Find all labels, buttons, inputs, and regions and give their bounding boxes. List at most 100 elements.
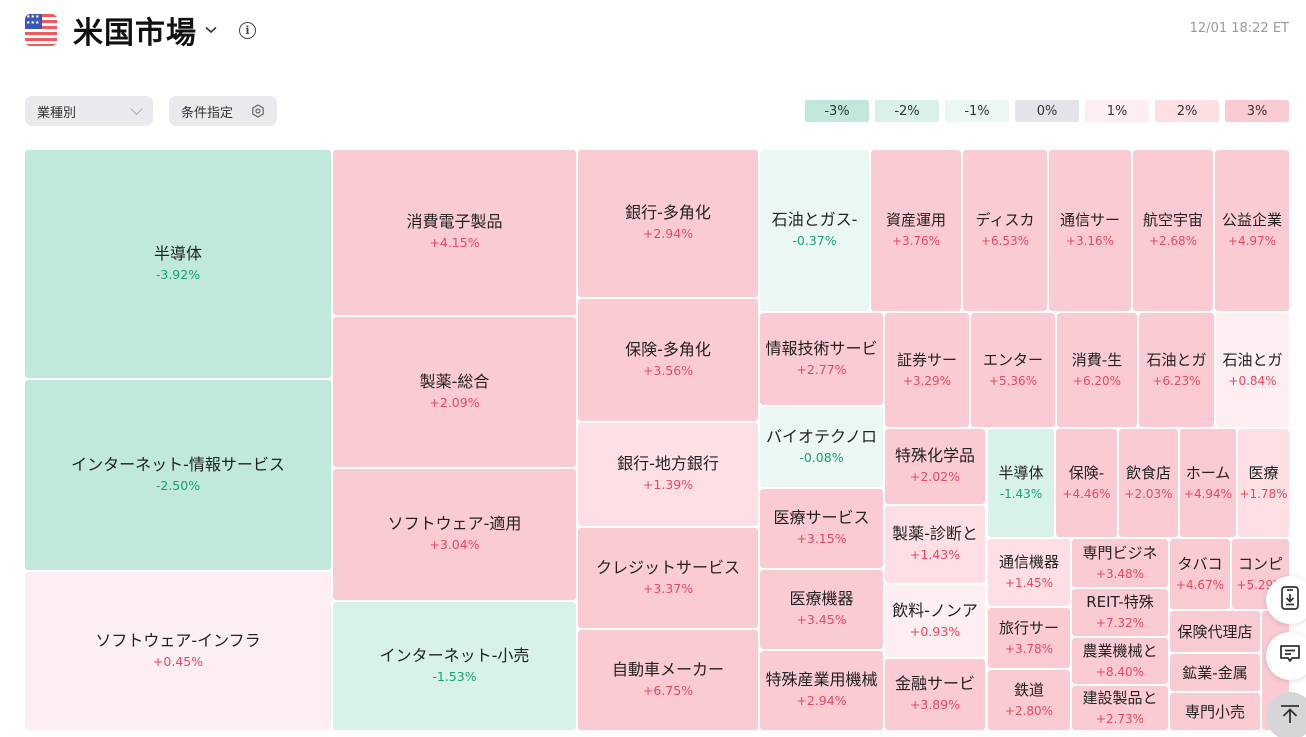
sector-change: +1.45% [1004,576,1054,590]
sector-change: +1.43% [909,547,961,562]
sector-change: +0.93% [909,623,961,639]
sector-name: 鉱業-金属 [1182,663,1248,682]
treemap-cell[interactable]: 医療 +1.78% [1238,429,1289,537]
sector-name: 消費-生 [1071,350,1123,369]
treemap-cell[interactable]: 製薬-診断と +1.43% [885,506,985,583]
treemap-cell[interactable]: 鉱業-金属 [1170,654,1260,691]
sector-change: +2.94% [642,226,694,241]
treemap-cell[interactable]: エンター +5.36% [971,313,1055,427]
treemap-cell[interactable]: タバコ +4.67% [1170,539,1230,609]
treemap-cell[interactable]: 農業機械と +8.40% [1072,638,1168,684]
sector-change: +2.09% [429,394,480,410]
sector-name: インターネット-情報サービス [71,454,285,474]
market-header: 米国市場 i [25,10,256,51]
treemap-cell[interactable]: 石油とガス- -0.37% [760,150,869,311]
treemap-cell[interactable]: 通信サー +3.16% [1049,150,1131,311]
treemap-cell[interactable]: 銀行-多角化 +2.94% [578,150,758,297]
treemap-cell[interactable]: ホーム +4.94% [1180,429,1236,537]
treemap-cell[interactable]: 専門ビジネ +3.48% [1072,539,1168,587]
sector-change: +2.73% [1095,711,1145,726]
treemap-cell[interactable]: 飲料-ノンア +0.93% [885,585,985,657]
group-by-label: 業種別 [37,105,77,121]
treemap-cell[interactable]: 医療機器 +3.45% [760,570,883,649]
feedback-button[interactable] [1266,632,1306,680]
sector-name: 消費電子製品 [406,212,503,231]
sector-change: +3.45% [796,612,847,627]
download-app-button[interactable] [1266,576,1306,624]
treemap-cell[interactable]: ソフトウェア-適用 +3.04% [333,469,576,600]
treemap-cell[interactable]: 特殊化学品 +2.02% [885,429,985,504]
sector-change: +2.03% [1124,486,1173,501]
sector-name: 銀行-地方銀行 [617,454,719,473]
treemap-cell[interactable]: 建設製品と +2.73% [1072,686,1168,730]
treemap-cell[interactable]: 証券サー +3.29% [885,313,969,427]
condition-filter-button[interactable]: 条件指定 [169,96,277,126]
sector-name: 資産運用 [885,211,946,229]
treemap-cell[interactable]: 医療サービス +3.15% [760,489,883,568]
treemap-cell[interactable]: 消費電子製品 +4.15% [333,150,576,315]
treemap-cell[interactable]: 航空宇宙 +2.68% [1133,150,1213,311]
sector-name: 通信機器 [998,553,1059,571]
info-icon[interactable]: i [239,21,256,39]
color-legend: -3% -2% -1% 0% 1% 2% 3% [805,100,1289,122]
sector-name: 半導体 [153,243,202,263]
sector-change: +4.15% [429,235,480,250]
treemap-cell[interactable]: 特殊産業用機械 +2.94% [760,651,883,730]
treemap-cell[interactable]: 石油とガ +6.23% [1139,313,1214,427]
sector-change: -1.53% [432,668,477,684]
treemap-cell[interactable]: 保険-多角化 +3.56% [578,299,758,421]
treemap-cell[interactable]: 情報技術サービ +2.77% [760,313,883,405]
sector-change: +2.80% [1004,703,1054,718]
chevron-down-icon[interactable] [205,24,217,36]
phone-download-icon [1279,586,1301,614]
treemap-cell[interactable]: バイオテクノロ -0.08% [760,407,883,487]
treemap-cell[interactable]: 通信機器 +1.45% [988,539,1070,606]
treemap-cell[interactable]: 自動車メーカー +6.75% [578,630,758,730]
sector-name: 製薬-診断と [892,524,978,543]
sector-name: 自動車メーカー [611,659,724,679]
sector-change: +3.56% [642,362,694,378]
treemap-cell[interactable]: 消費-生 +6.20% [1057,313,1137,427]
treemap-cell[interactable]: インターネット-小売 -1.53% [333,602,576,730]
sector-name: クレジットサービス [595,557,740,577]
condition-filter-label: 条件指定 [181,105,234,121]
sector-name: ホーム [1185,463,1231,482]
sector-change: +7.32% [1095,616,1145,630]
treemap-cell[interactable]: 旅行サー +3.78% [988,608,1070,668]
treemap-cell[interactable]: 保険- +4.46% [1056,429,1117,537]
treemap-cell[interactable]: 半導体 -3.92% [25,150,331,378]
sector-change: +1.39% [642,477,694,492]
sector-change: +1.78% [1239,486,1288,501]
sector-name: 航空宇宙 [1142,211,1203,229]
treemap-cell[interactable]: 金融サービ +3.89% [885,659,985,730]
sector-name: 特殊化学品 [894,446,975,465]
treemap-cell[interactable]: クレジットサービス +3.37% [578,528,758,628]
sector-change: +2.94% [796,693,847,708]
treemap-cell[interactable]: 公益企業 +4.97% [1215,150,1289,311]
sector-name: 鉄道 [1013,680,1044,699]
legend-swatch: 2% [1155,100,1219,122]
treemap-cell[interactable]: 鉄道 +2.80% [988,670,1070,730]
treemap-cell[interactable]: REIT-特殊 +7.32% [1072,589,1168,636]
treemap-cell[interactable]: 石油とガ +0.84% [1216,313,1289,427]
treemap-cell[interactable]: 銀行-地方銀行 +1.39% [578,423,758,526]
treemap-cell[interactable]: インターネット-情報サービス -2.50% [25,380,331,570]
treemap-cell[interactable]: 資産運用 +3.76% [871,150,961,311]
page-title[interactable]: 米国市場 [73,16,197,51]
legend-swatch: -3% [805,100,869,122]
treemap-cell[interactable]: 保険代理店 [1170,611,1260,652]
sector-name: 農業機械と [1082,641,1158,660]
treemap-cell[interactable]: ソフトウェア-インフラ +0.45% [25,572,331,730]
group-by-select[interactable]: 業種別 [25,96,153,126]
sector-name: 石油とガ [1222,350,1283,369]
treemap-cell[interactable]: 半導体 -1.43% [988,429,1054,537]
sector-change: +3.76% [891,234,941,248]
treemap-cell[interactable]: ディスカ +6.53% [963,150,1047,311]
sector-name: 製薬-総合 [419,371,490,391]
treemap-cell[interactable]: 専門小売 [1170,693,1260,730]
treemap-cell[interactable]: 飲食店 +2.03% [1119,429,1178,537]
treemap-cell[interactable]: 製薬-総合 +2.09% [333,317,576,467]
sector-name: 証券サー [896,350,957,369]
sector-name: 医療サービス [773,508,870,527]
back-to-top-button[interactable] [1266,692,1306,737]
